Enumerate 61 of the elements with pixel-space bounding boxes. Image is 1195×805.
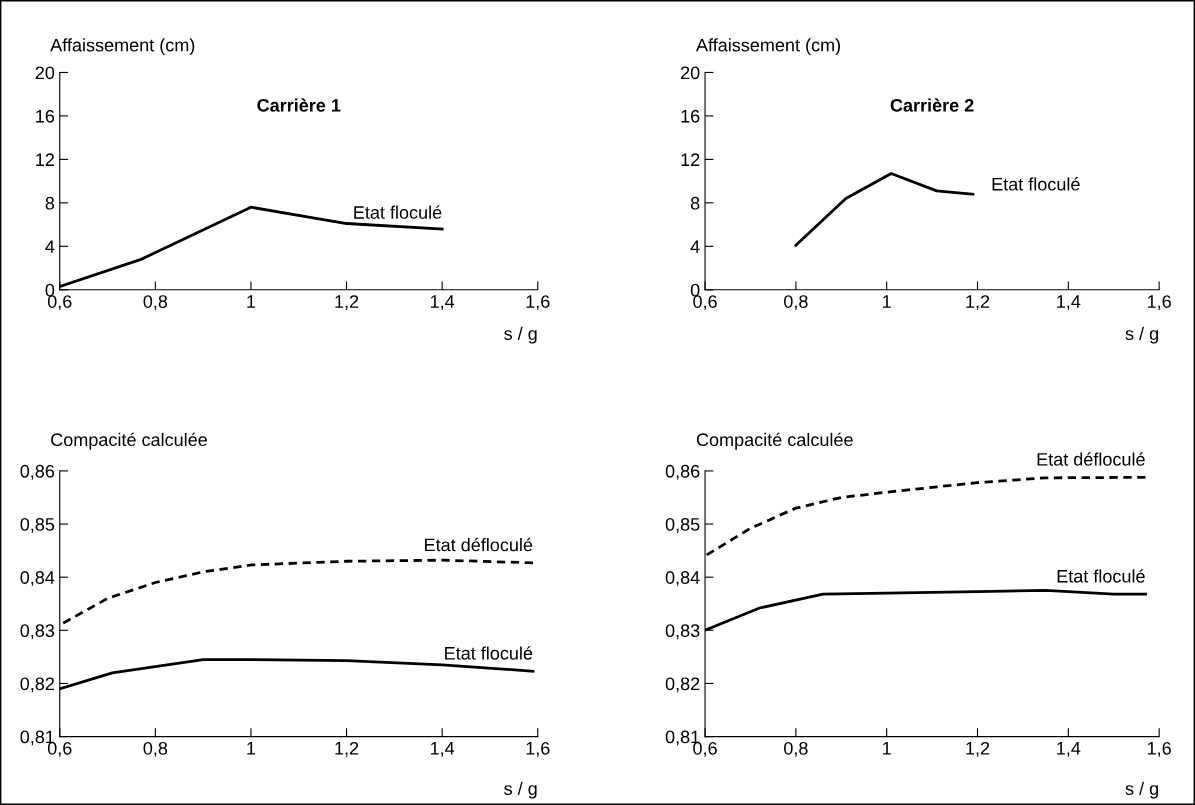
line-series [794,172,975,247]
x-tick-label: 1,2 [966,741,990,757]
series-label: Etat floculé [445,646,533,660]
x-tick-label: 0,8 [143,741,168,757]
x-tick-label: 0,8 [784,295,808,311]
x-tick-label: 1,4 [430,295,455,311]
y-tick-label: 12 [681,153,700,166]
y-tick-label: 16 [681,109,700,123]
x-tick-label: 1,6 [1147,295,1171,311]
x-tick-label: 0,6 [47,295,72,311]
y-tick-label: 4 [690,240,700,253]
series-label: Etat défloculé [425,537,533,552]
x-tick-label: 1,4 [1057,742,1081,757]
x-tick-label: 1,2 [335,295,359,311]
y-tick-label: 16 [36,109,55,123]
x-tick-label: 1 [247,742,256,755]
y-tick-label: 0,86 [665,464,700,480]
y-tick-label: 0,85 [20,517,55,533]
x-tick-label: 1,6 [1147,741,1171,757]
x-tick-label: 0,6 [693,295,717,311]
series-label: Etat floculé [1057,569,1145,583]
y-tick-label: 20 [681,66,700,80]
series-label: Etat floculé [992,177,1080,191]
y-tick-label: 0,86 [20,464,55,480]
text: Carrière 1 [257,98,341,112]
x-tick-label: 1,2 [335,741,359,757]
y-tick-label: 0 [690,283,700,297]
x-axis-title: s / g [504,781,537,799]
y-tick-label: 0,84 [665,571,700,587]
x-axis-title: s / g [1125,781,1158,799]
y-tick-label: 0,84 [20,571,55,587]
series-label: Etat floculé [354,205,442,219]
x-tick-label: 1 [247,295,256,308]
y-axis-title: Affaissement (cm) [696,38,841,56]
text: Carrière 2 [890,98,974,112]
y-tick-label: 0,82 [20,677,54,693]
series-label: Etat défloculé [1037,452,1145,466]
y-axis-title: Compacité calculée [51,432,207,450]
x-tick-label: 0,8 [143,295,168,311]
x-tick-label: 1,2 [966,295,990,311]
x-tick-label: 1,6 [526,741,550,757]
x-tick-label: 0,8 [784,741,808,757]
x-axis-title: s / g [1125,326,1158,344]
x-tick-label: 1,4 [1057,295,1081,311]
x-tick-label: 1,6 [526,295,550,311]
y-tick-label: 0,85 [665,517,700,533]
x-tick-label: 1,4 [430,742,455,757]
x-tick-label: 1 [883,742,891,755]
y-tick-label: 8 [45,196,55,210]
y-tick-label: 12 [36,153,54,166]
y-tick-label: 20 [35,66,55,80]
y-tick-label: 0 [45,283,55,297]
y-tick-label: 0,82 [665,677,700,693]
x-axis-title: s / g [504,326,537,344]
y-tick-label: 8 [690,196,700,210]
y-tick-label: 0,83 [665,624,700,640]
y-axis-title: Affaissement (cm) [50,38,195,56]
x-tick-label: 1 [883,295,891,308]
y-axis-title: Compacité calculée [696,432,853,450]
y-tick-label: 0,83 [20,624,55,640]
y-tick-label: 4 [45,240,55,253]
